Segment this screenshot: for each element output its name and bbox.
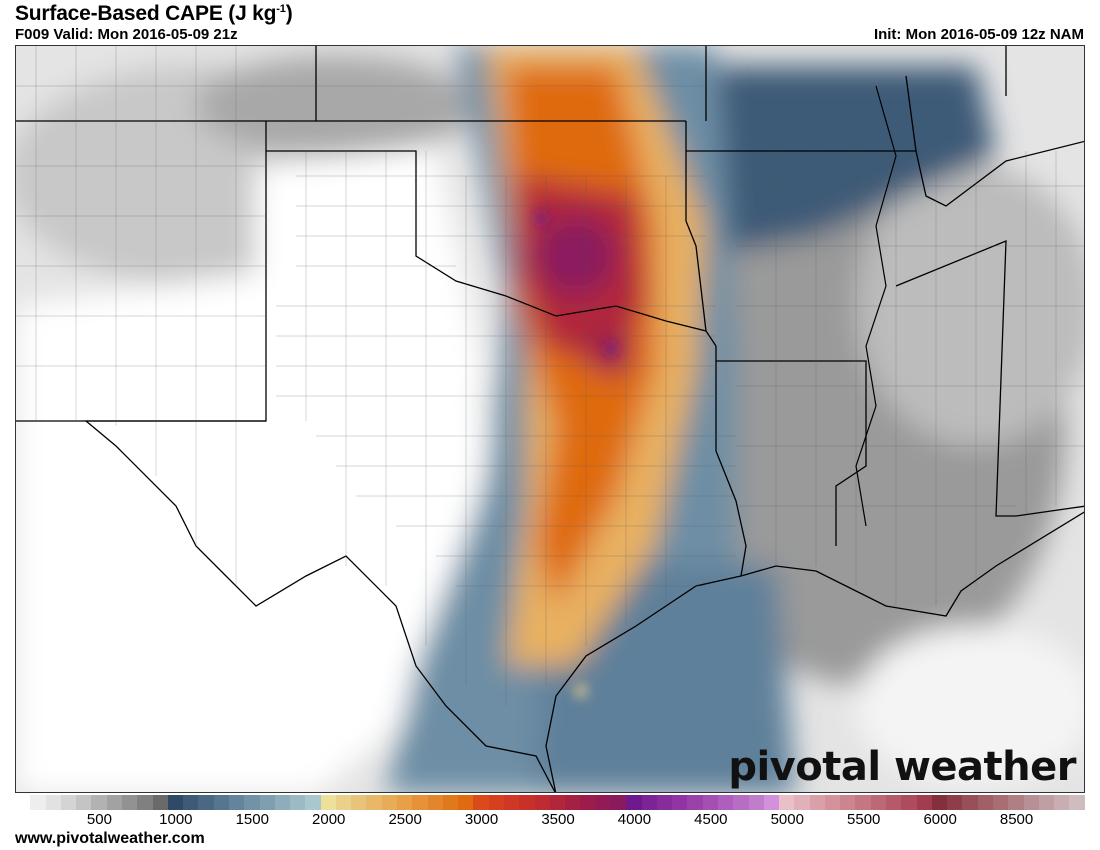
map-canvas xyxy=(16,46,1084,792)
colorbar-swatch xyxy=(855,795,871,810)
footer-url[interactable]: www.pivotalweather.com xyxy=(15,830,205,847)
colorbar-swatch xyxy=(458,795,474,810)
colorbar-swatch xyxy=(274,795,291,810)
colorbar-swatch xyxy=(366,795,382,810)
pivotal-weather-logo: pivotal weather xyxy=(728,744,1076,790)
cape-field xyxy=(16,46,1084,792)
colorbar-swatch xyxy=(1023,795,1039,810)
colorbar-swatch xyxy=(167,795,184,810)
colorbar-swatch xyxy=(30,795,46,810)
colorbar-swatch xyxy=(717,795,734,810)
colorbar-tick-label: 5000 xyxy=(770,811,804,828)
title-close: ) xyxy=(285,2,293,25)
colorbar-tick-label: 3000 xyxy=(464,811,499,828)
colorbar-swatch xyxy=(1069,795,1085,810)
colorbar-tick-label: 3500 xyxy=(541,811,575,828)
colorbar-swatch xyxy=(962,795,978,810)
colorbar-swatch xyxy=(763,795,780,810)
colorbar-swatch xyxy=(809,795,825,810)
colorbar-swatch xyxy=(15,795,31,810)
colorbar-swatch xyxy=(733,795,749,810)
colorbar-swatch xyxy=(977,795,993,810)
colorbar-swatch xyxy=(794,795,810,810)
colorbar-swatch xyxy=(1038,795,1055,810)
colorbar-swatch xyxy=(901,795,917,810)
colorbar-swatch xyxy=(610,795,627,810)
colorbar-swatch xyxy=(351,795,367,810)
colorbar-swatch xyxy=(106,795,122,810)
colorbar-swatch xyxy=(595,795,611,810)
colorbar-swatch xyxy=(427,795,443,810)
colorbar-swatch xyxy=(305,795,321,810)
colorbar-swatch xyxy=(779,795,795,810)
colorbar-swatch xyxy=(320,795,336,810)
colorbar-swatch xyxy=(213,795,229,810)
colorbar-swatch xyxy=(886,795,902,810)
cape-map[interactable]: pivotal weather xyxy=(15,45,1085,793)
colorbar-tick-label: 5500 xyxy=(847,811,881,828)
colorbar-swatch xyxy=(488,795,504,810)
colorbar-swatch xyxy=(947,795,963,810)
colorbar-swatch xyxy=(412,795,428,810)
colorbar-swatch xyxy=(397,795,413,810)
colorbar-tick-label: 1500 xyxy=(235,811,269,828)
colorbar-swatch xyxy=(244,795,260,810)
colorbar-swatch xyxy=(534,795,550,810)
colorbar-swatch xyxy=(152,795,168,810)
colorbar-swatch xyxy=(931,795,948,810)
colorbar-tick-label: 1000 xyxy=(159,811,193,828)
colorbar-swatch xyxy=(198,795,214,810)
colorbar-swatch xyxy=(1054,795,1070,810)
colorbar xyxy=(15,795,1085,810)
colorbar-swatch xyxy=(580,795,596,810)
colorbar-swatch xyxy=(121,795,138,810)
colorbar-swatch xyxy=(91,795,107,810)
colorbar-swatch xyxy=(565,795,581,810)
colorbar-swatch xyxy=(672,795,688,810)
colorbar-swatch xyxy=(442,795,459,810)
colorbar-swatch xyxy=(993,795,1009,810)
colorbar-swatch xyxy=(504,795,520,810)
init-time: Init: Mon 2016-05-09 12z NAM xyxy=(873,26,1084,43)
colorbar-swatch xyxy=(748,795,764,810)
colorbar-tick-label: 4500 xyxy=(694,811,728,828)
colorbar-swatch xyxy=(76,795,92,810)
colorbar-swatch xyxy=(840,795,856,810)
county-borders xyxy=(16,46,1084,706)
colorbar-swatch xyxy=(626,795,642,810)
colorbar-swatch xyxy=(687,795,703,810)
colorbar-tick-label: 8500 xyxy=(999,811,1034,828)
colorbar-swatch xyxy=(473,795,489,810)
colorbar-swatch xyxy=(916,795,932,810)
valid-time: F009 Valid: Mon 2016-05-09 21z xyxy=(15,26,238,43)
colorbar-swatch xyxy=(824,795,841,810)
colorbar-swatch xyxy=(137,795,153,810)
colorbar-swatch xyxy=(335,795,352,810)
colorbar-swatch xyxy=(381,795,398,810)
colorbar-swatch xyxy=(183,795,199,810)
title-superscript: -1 xyxy=(276,3,286,15)
colorbar-swatch xyxy=(519,795,535,810)
colorbar-tick-label: 500 xyxy=(86,811,112,828)
colorbar-swatch xyxy=(290,795,306,810)
colorbar-swatch xyxy=(45,795,61,810)
colorbar-swatch xyxy=(641,795,657,810)
colorbar-tick-label: 4000 xyxy=(617,811,652,828)
colorbar-swatch xyxy=(870,795,887,810)
colorbar-tick-label: 6000 xyxy=(923,811,957,828)
colorbar-swatch xyxy=(549,795,566,810)
map-title: Surface-Based CAPE (J kg-1) xyxy=(15,2,293,26)
colorbar-swatch xyxy=(259,795,275,810)
colorbar-swatch xyxy=(1008,795,1024,810)
colorbar-tick-label: 2500 xyxy=(388,811,422,828)
colorbar-swatch xyxy=(702,795,718,810)
colorbar-swatch xyxy=(60,795,77,810)
mississippi-river xyxy=(855,85,897,527)
colorbar-tick-label: 2000 xyxy=(312,811,346,828)
title-text: Surface-Based CAPE (J kg xyxy=(15,2,277,25)
colorbar-swatch xyxy=(656,795,673,810)
colorbar-swatch xyxy=(228,795,245,810)
